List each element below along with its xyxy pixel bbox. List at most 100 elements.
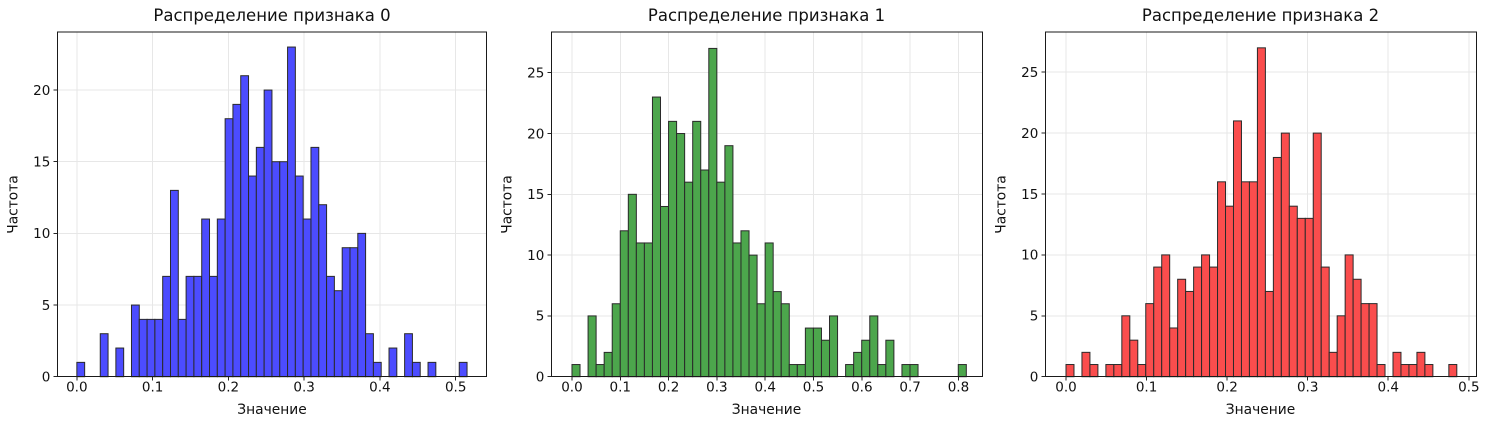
histogram-bar [209, 275, 218, 378]
chart-2-xlabel: Значение [1225, 402, 1296, 418]
histogram-bar [185, 275, 195, 378]
x-tick-label: 0.5 [1458, 380, 1479, 396]
histogram-bar [1209, 266, 1219, 378]
x-tick-label: 0.3 [706, 380, 727, 396]
histogram-bar [1272, 156, 1282, 378]
histogram-bar [1081, 351, 1091, 378]
x-tick-label: 0.5 [803, 380, 824, 396]
histogram-bar [1288, 205, 1298, 378]
histogram-bar [333, 290, 343, 378]
x-tick-label: 0.4 [369, 380, 390, 396]
histogram-bar [318, 204, 328, 378]
y-tick-label: 15 [1021, 187, 1038, 203]
histogram-bar [740, 230, 750, 378]
histogram-bar [627, 193, 637, 378]
y-tick-label: 0 [536, 370, 545, 386]
histogram-bar [404, 333, 413, 378]
chart-0-title: Распределение признака 0 [153, 6, 391, 25]
histogram-bar [1137, 364, 1147, 378]
histogram-bar [796, 364, 806, 378]
histogram-bar [812, 327, 822, 378]
histogram-bar [169, 189, 179, 378]
x-tick-label: 0.2 [658, 380, 679, 396]
histogram-bar [869, 315, 879, 378]
y-tick-label: 5 [536, 309, 545, 325]
x-tick-label: 0.0 [66, 380, 87, 396]
histogram-bar [224, 118, 234, 378]
histogram-bar [820, 339, 831, 378]
chart-0-ylabel: Частота [5, 175, 22, 234]
y-tick-label: 25 [527, 66, 544, 82]
histogram-bar [1145, 303, 1155, 378]
y-tick-label: 20 [33, 83, 50, 99]
histogram-bar [76, 361, 86, 378]
histogram-bar [1240, 181, 1250, 378]
histogram-bar [684, 181, 694, 378]
histogram-bar [162, 275, 171, 378]
histogram-bar [138, 318, 148, 378]
histogram-bar [1392, 351, 1402, 378]
histogram-bar [756, 303, 766, 378]
histogram-bar [643, 242, 653, 378]
y-tick-label: 10 [33, 226, 50, 242]
histogram-bar [193, 275, 203, 378]
histogram-bar [1089, 364, 1099, 378]
histogram-bar [427, 361, 437, 378]
y-tick-label: 0 [42, 370, 51, 386]
x-tick-label: 0.4 [754, 380, 775, 396]
histogram-bar [676, 133, 686, 378]
y-tick-label: 25 [1021, 65, 1038, 81]
x-tick-label: 0.2 [1216, 380, 1237, 396]
histogram-bar [263, 89, 273, 378]
histogram-bar [1153, 266, 1163, 378]
histogram-bar [692, 120, 702, 378]
y-tick-label: 20 [1021, 126, 1038, 142]
histogram-bar [154, 318, 164, 378]
axes-box [1044, 31, 1477, 378]
chart-0-xlabel: Значение [237, 402, 307, 418]
histogram-bar [788, 364, 798, 378]
histogram-bar [1185, 290, 1195, 378]
histogram-bar [232, 103, 242, 378]
histogram-bar [1352, 278, 1362, 378]
histogram-bar [130, 304, 140, 378]
histogram-bar [458, 361, 468, 378]
chart-1: 0.0 0.1 0.2 0.3 0.4 0.5 0.6 0.7 0.8 0 5 10 15 20 25 [527, 31, 983, 396]
x-tick-label: 0.8 [948, 380, 969, 396]
axes-box [56, 31, 488, 378]
histogram-bar [571, 364, 581, 378]
x-tick-label: 0.1 [610, 380, 631, 396]
x-tick-label: 0.0 [561, 380, 582, 396]
x-tick-label: 0.7 [899, 380, 920, 396]
histogram-bar [1400, 364, 1410, 378]
histogram-bar [357, 232, 367, 378]
histogram-bar [302, 218, 312, 378]
histogram-bar [611, 303, 621, 378]
histogram-bar [1312, 132, 1322, 378]
histogram-bar [271, 161, 281, 378]
histogram-bar [1105, 364, 1115, 378]
y-tick-label: 10 [527, 248, 544, 264]
histogram-bar [901, 364, 911, 378]
histogram-bar [372, 361, 382, 378]
histogram-bar [1248, 181, 1258, 378]
histogram-bar [365, 333, 374, 378]
chart-1-title: Распределение признака 1 [647, 6, 886, 25]
histogram-bars [76, 46, 468, 378]
histogram-bar [1161, 254, 1171, 378]
chart-2: 0.0 0.1 0.2 0.3 0.4 0.5 0 5 10 15 20 25 [1021, 31, 1480, 396]
histogram-bar [877, 364, 887, 378]
x-tick-label: 0.3 [293, 380, 314, 396]
histogram-bar [115, 347, 125, 378]
histogram-bar [1448, 364, 1458, 378]
histogram-bar [595, 364, 605, 378]
histogram-bar [732, 242, 742, 378]
histogram-bar [248, 175, 257, 378]
histogram-bar [240, 75, 250, 378]
histogram-bar [909, 364, 919, 378]
histogram-bar [635, 242, 645, 378]
histogram-bar [829, 315, 839, 378]
histogram-bar [1201, 254, 1211, 378]
